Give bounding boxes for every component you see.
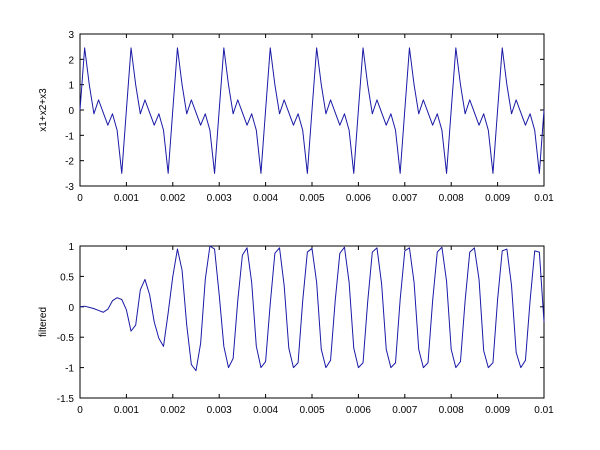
y-tick-label: 0.5: [60, 272, 74, 283]
y-tick-label: 0: [68, 106, 74, 117]
y-axis-label: x1+x2+x3: [38, 88, 49, 132]
x-tick-label: 0.004: [253, 193, 278, 204]
x-tick-label: 0.006: [346, 405, 371, 416]
x-tick-label: 0.009: [485, 193, 510, 204]
y-tick-label: 3: [68, 30, 74, 41]
x-tick-label: 0.006: [346, 193, 371, 204]
series-line: [79, 245, 545, 372]
series-line: [79, 47, 545, 174]
x-tick-label: 0.01: [534, 405, 554, 416]
x-tick-label: 0.007: [392, 193, 417, 204]
bottom-subplot: 0 0.001 0.002 0.003 0.004 0.005 0.006 0.007 0.00…: [38, 242, 554, 416]
top-subplot: 0 0.001 0.002 0.003 0.004 0.005 0.006 0.007 0.00…: [38, 30, 554, 204]
x-tick-label: 0.002: [160, 193, 185, 204]
x-tick-label: 0.01: [534, 193, 554, 204]
y-tick-label: -0.5: [57, 333, 75, 344]
plot-frame: [79, 245, 545, 399]
x-tick-label: 0.003: [207, 405, 232, 416]
y-tick-label: 2: [68, 55, 74, 66]
x-tick-label: 0: [77, 405, 83, 416]
x-tick-label: 0.005: [299, 193, 324, 204]
y-axis-label: filtered: [38, 307, 49, 337]
y-tick-label: 0: [68, 303, 74, 314]
x-tick-label: 0: [77, 193, 83, 204]
y-tick-label: 1: [68, 242, 74, 253]
x-tick-label: 0.009: [485, 405, 510, 416]
x-tick-label: 0.002: [160, 405, 185, 416]
y-tick-label: -3: [65, 182, 74, 193]
x-tick-label: 0.007: [392, 405, 417, 416]
y-tick-label: -1: [65, 131, 74, 142]
y-tick-label: 1: [68, 81, 74, 92]
x-tick-label: 0.004: [253, 405, 278, 416]
y-tick-label: -1.5: [57, 394, 75, 405]
x-tick-label: 0.008: [439, 193, 464, 204]
x-tick-label: 0.008: [439, 405, 464, 416]
x-tick-label: 0.005: [299, 405, 324, 416]
y-tick-label: -1: [65, 364, 74, 375]
x-tick-label: 0.001: [114, 405, 139, 416]
x-tick-label: 0.003: [207, 193, 232, 204]
y-tick-label: -2: [65, 157, 74, 168]
x-tick-label: 0.001: [114, 193, 139, 204]
